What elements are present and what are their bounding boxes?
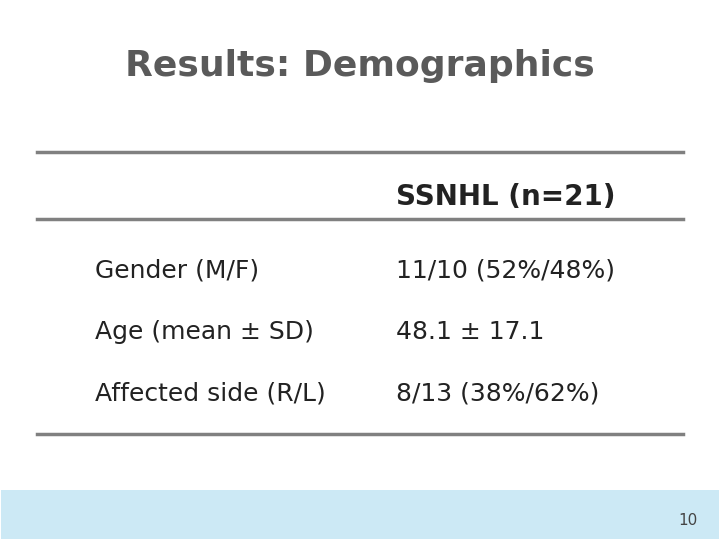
Text: 8/13 (38%/62%): 8/13 (38%/62%) [396, 382, 599, 406]
Text: 10: 10 [678, 513, 697, 528]
Text: 11/10 (52%/48%): 11/10 (52%/48%) [396, 258, 615, 282]
Text: SSNHL (n=21): SSNHL (n=21) [396, 184, 616, 212]
Text: 48.1 ± 17.1: 48.1 ± 17.1 [396, 320, 544, 344]
Text: Age (mean ± SD): Age (mean ± SD) [94, 320, 313, 344]
Text: Results: Demographics: Results: Demographics [125, 49, 595, 83]
FancyBboxPatch shape [1, 490, 719, 538]
Text: Affected side (R/L): Affected side (R/L) [94, 382, 325, 406]
Text: Gender (M/F): Gender (M/F) [94, 258, 258, 282]
